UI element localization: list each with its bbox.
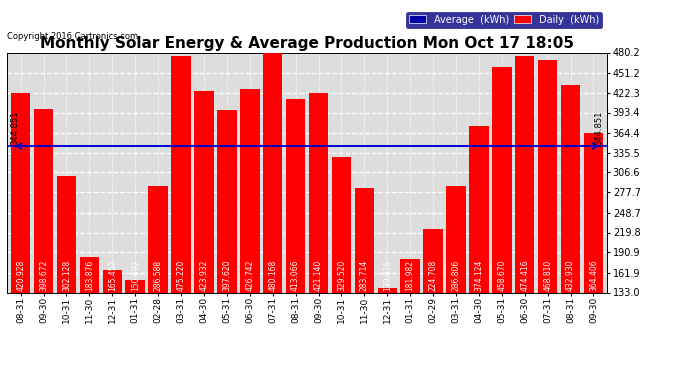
Text: 286.588: 286.588 <box>154 260 163 291</box>
Bar <box>103 270 122 375</box>
Bar <box>217 110 237 375</box>
Text: 474.416: 474.416 <box>520 260 529 291</box>
Text: 426.742: 426.742 <box>245 260 255 291</box>
Text: 374.124: 374.124 <box>475 260 484 291</box>
Bar <box>424 229 443 375</box>
Bar <box>469 126 489 375</box>
Title: Monthly Solar Energy & Average Production Mon Oct 17 18:05: Monthly Solar Energy & Average Productio… <box>40 36 574 51</box>
Bar <box>584 132 603 375</box>
Bar <box>561 85 580 375</box>
Text: 423.932: 423.932 <box>199 260 208 291</box>
Bar <box>308 93 328 375</box>
Legend: Average  (kWh), Daily  (kWh): Average (kWh), Daily (kWh) <box>406 12 602 28</box>
Text: 302.128: 302.128 <box>62 260 71 291</box>
Bar <box>492 68 511 375</box>
Bar <box>34 109 53 375</box>
Bar <box>332 157 351 375</box>
Bar <box>240 90 259 375</box>
Text: 344.851: 344.851 <box>10 110 19 145</box>
Text: 150.692: 150.692 <box>130 260 139 291</box>
Bar <box>377 288 397 375</box>
Text: 344.851: 344.851 <box>595 110 604 145</box>
Bar <box>446 186 466 375</box>
Text: 475.220: 475.220 <box>177 260 186 291</box>
Text: 458.670: 458.670 <box>497 260 506 291</box>
Text: 165.452: 165.452 <box>108 260 117 291</box>
Bar <box>515 57 535 375</box>
Bar <box>57 176 76 375</box>
Bar <box>171 56 190 375</box>
Bar <box>400 259 420 375</box>
Bar <box>79 257 99 375</box>
Text: 329.520: 329.520 <box>337 260 346 291</box>
Bar <box>194 92 214 375</box>
Bar <box>126 280 145 375</box>
Text: 432.930: 432.930 <box>566 260 575 291</box>
Text: 283.714: 283.714 <box>359 260 369 291</box>
Bar <box>148 186 168 375</box>
Text: 468.810: 468.810 <box>543 260 552 291</box>
Text: 181.982: 181.982 <box>406 260 415 291</box>
Text: 413.066: 413.066 <box>291 260 300 291</box>
Bar <box>11 93 30 375</box>
Text: 139.816: 139.816 <box>383 260 392 291</box>
Text: 421.140: 421.140 <box>314 260 323 291</box>
Text: 420.928: 420.928 <box>16 260 25 291</box>
Text: 286.806: 286.806 <box>451 260 460 291</box>
Text: Copyright 2016 Cartronics.com: Copyright 2016 Cartronics.com <box>7 32 138 41</box>
Bar <box>263 53 282 375</box>
Text: 364.406: 364.406 <box>589 260 598 291</box>
Bar <box>355 188 374 375</box>
Text: 480.168: 480.168 <box>268 260 277 291</box>
Text: 224.708: 224.708 <box>428 260 437 291</box>
Text: 183.876: 183.876 <box>85 260 94 291</box>
Bar <box>286 99 306 375</box>
Bar <box>538 60 558 375</box>
Text: 397.620: 397.620 <box>222 260 231 291</box>
Text: 398.672: 398.672 <box>39 260 48 291</box>
